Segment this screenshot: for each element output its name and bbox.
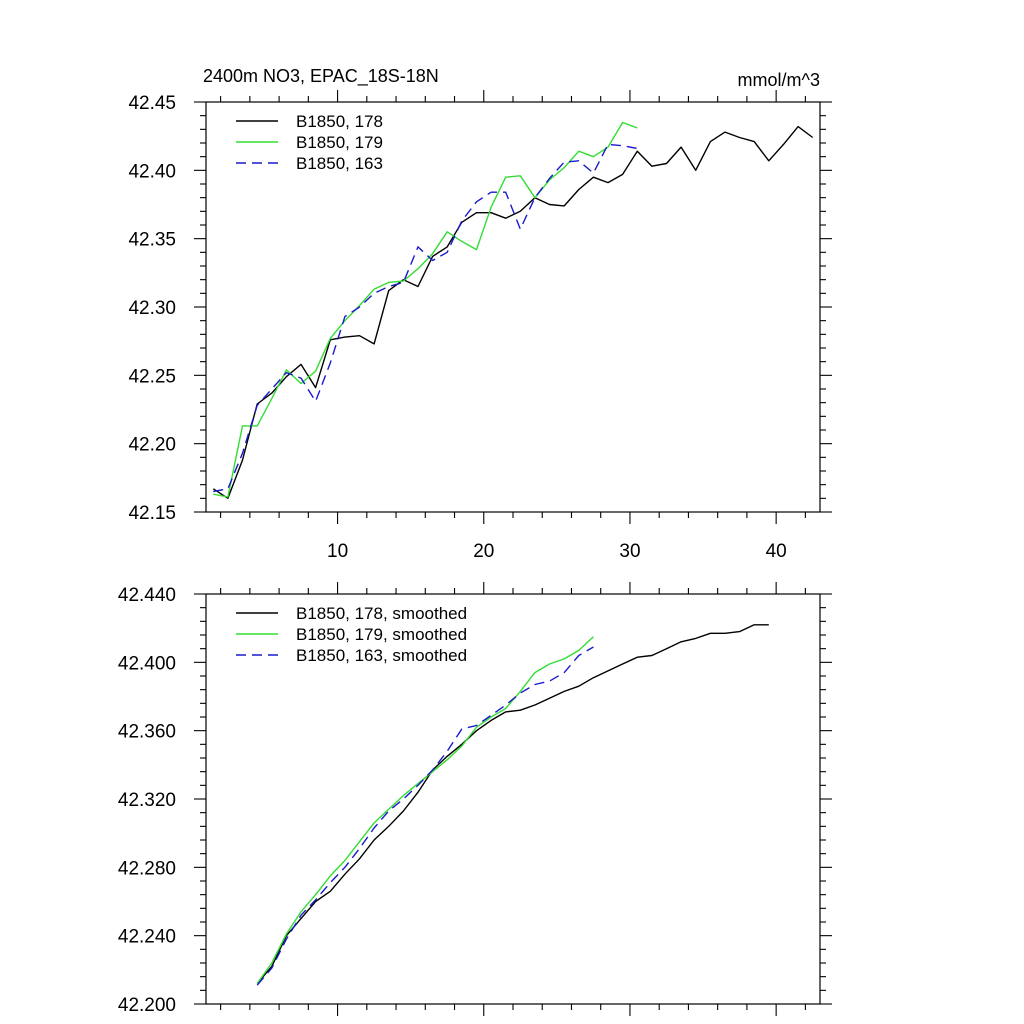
legend-label-163: B1850, 163 xyxy=(296,154,383,173)
series-line-b1850-178-smoothed xyxy=(256,624,769,984)
top-line-chart: 2400m NO3, EPAC_18S-18N mmol/m^3 10 20 30 4… xyxy=(128,66,832,562)
legend-entry-163: B1850, 163 xyxy=(236,154,383,173)
legend-entry-179-smoothed: B1850, 179, smoothed xyxy=(236,625,467,644)
y-tick-label: 42.45 xyxy=(128,93,176,114)
y-tick-label: 42.280 xyxy=(118,858,176,879)
y-tick-label: 42.25 xyxy=(128,366,176,387)
y-tick-label: 42.15 xyxy=(128,503,176,524)
y-tick-label: 42.240 xyxy=(118,927,176,948)
legend-entry-178-smoothed: B1850, 178, smoothed xyxy=(236,604,467,623)
legend: B1850, 178 B1850, 179 B1850, 163 xyxy=(236,112,383,173)
y-tick-label: 42.400 xyxy=(118,653,176,674)
y-tick-label: 42.20 xyxy=(128,435,176,456)
chart-title: 2400m NO3, EPAC_18S-18N xyxy=(203,66,439,87)
y-tick-label: 42.35 xyxy=(128,230,176,251)
y-tick-label: 42.320 xyxy=(118,790,176,811)
y-tick-label: 42.40 xyxy=(128,161,176,182)
legend-label-163-smoothed: B1850, 163, smoothed xyxy=(296,646,467,665)
axis-ticks: 10 20 30 40 42.15 42.20 42.25 42.30 42.35 42.40 42… xyxy=(128,90,832,562)
series-line-b1850-179-smoothed xyxy=(256,636,594,984)
series-line-b1850-163 xyxy=(213,143,638,493)
bottom-line-chart-smoothed: 42.200 42.240 42.280 42.320 42.360 42.400 42.4… xyxy=(118,582,832,1016)
y-tick-label: 42.30 xyxy=(128,298,176,319)
series-layer xyxy=(256,624,769,986)
y-tick-label: 42.200 xyxy=(118,995,176,1016)
legend-label-178: B1850, 178 xyxy=(296,112,383,131)
x-tick-label: 30 xyxy=(619,541,640,562)
units-label: mmol/m^3 xyxy=(738,70,820,90)
axis-ticks: 42.200 42.240 42.280 42.320 42.360 42.400 42.4… xyxy=(118,582,832,1016)
y-tick-label: 42.440 xyxy=(118,585,176,606)
legend-label-179: B1850, 179 xyxy=(296,133,383,152)
x-tick-label: 10 xyxy=(327,541,348,562)
legend-entry-163-smoothed: B1850, 163, smoothed xyxy=(236,646,467,665)
x-tick-label: 20 xyxy=(473,541,494,562)
legend-entry-179: B1850, 179 xyxy=(236,133,383,152)
legend: B1850, 178, smoothed B1850, 179, smoothe… xyxy=(236,604,467,665)
x-tick-label: 40 xyxy=(766,541,787,562)
legend-label-179-smoothed: B1850, 179, smoothed xyxy=(296,625,467,644)
legend-label-178-smoothed: B1850, 178, smoothed xyxy=(296,604,467,623)
series-line-b1850-179 xyxy=(213,121,638,498)
series-line-b1850-178 xyxy=(212,125,814,499)
legend-entry-178: B1850, 178 xyxy=(236,112,383,131)
y-tick-label: 42.360 xyxy=(118,722,176,743)
series-layer xyxy=(212,121,814,499)
series-line-b1850-163-smoothed xyxy=(256,646,594,986)
